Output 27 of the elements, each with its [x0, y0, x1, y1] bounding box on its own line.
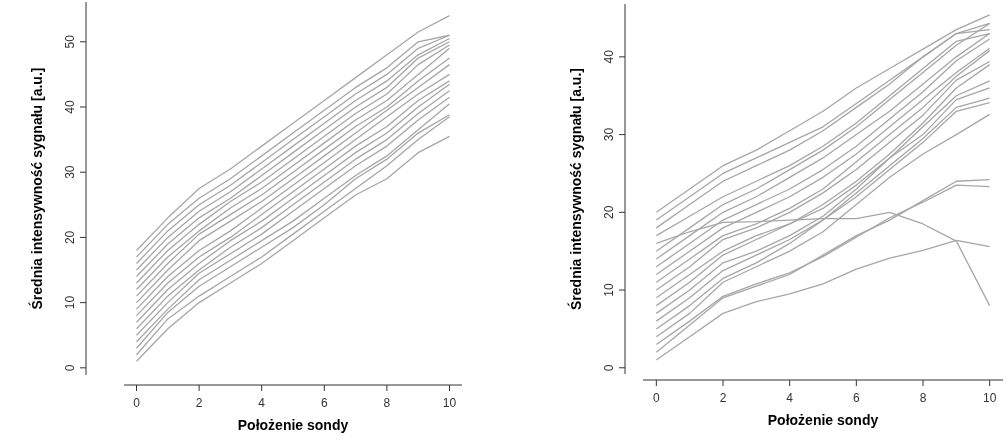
y-tick-label: 10: [602, 283, 616, 297]
y-tick-label: 30: [602, 127, 616, 142]
y-axis-title: Średnia intensywność sygnału [a.u.]: [567, 68, 584, 310]
y-tick-label: 50: [63, 34, 77, 49]
y-tick-label: 0: [602, 364, 616, 372]
y-tick-label: 0: [63, 364, 77, 372]
x-tick-label: 6: [320, 396, 328, 410]
x-tick-label: 2: [719, 391, 727, 405]
x-tick-label: 4: [258, 396, 266, 410]
x-tick-label: 10: [982, 391, 997, 405]
x-tick-label: 0: [652, 391, 660, 405]
y-tick-label: 20: [63, 230, 77, 245]
y-tick-label: 40: [602, 49, 616, 64]
x-tick-label: 6: [852, 391, 860, 405]
y-axis-title: Średnia intensywność sygnału [a.u.]: [28, 67, 45, 310]
y-tick-label: 40: [63, 99, 77, 114]
y-tick-label: 10: [63, 295, 77, 310]
y-tick-label: 30: [63, 165, 77, 179]
x-tick-label: 4: [786, 391, 794, 405]
x-tick-label: 10: [442, 396, 457, 410]
x-tick-label: 8: [383, 396, 391, 410]
x-axis-title: Położenie sondy: [767, 412, 879, 428]
y-tick-label: 20: [602, 205, 616, 219]
x-tick-label: 2: [195, 396, 203, 410]
x-axis-title: Położenie sondy: [237, 417, 349, 433]
x-tick-label: 0: [133, 396, 141, 410]
x-tick-label: 8: [919, 391, 927, 405]
